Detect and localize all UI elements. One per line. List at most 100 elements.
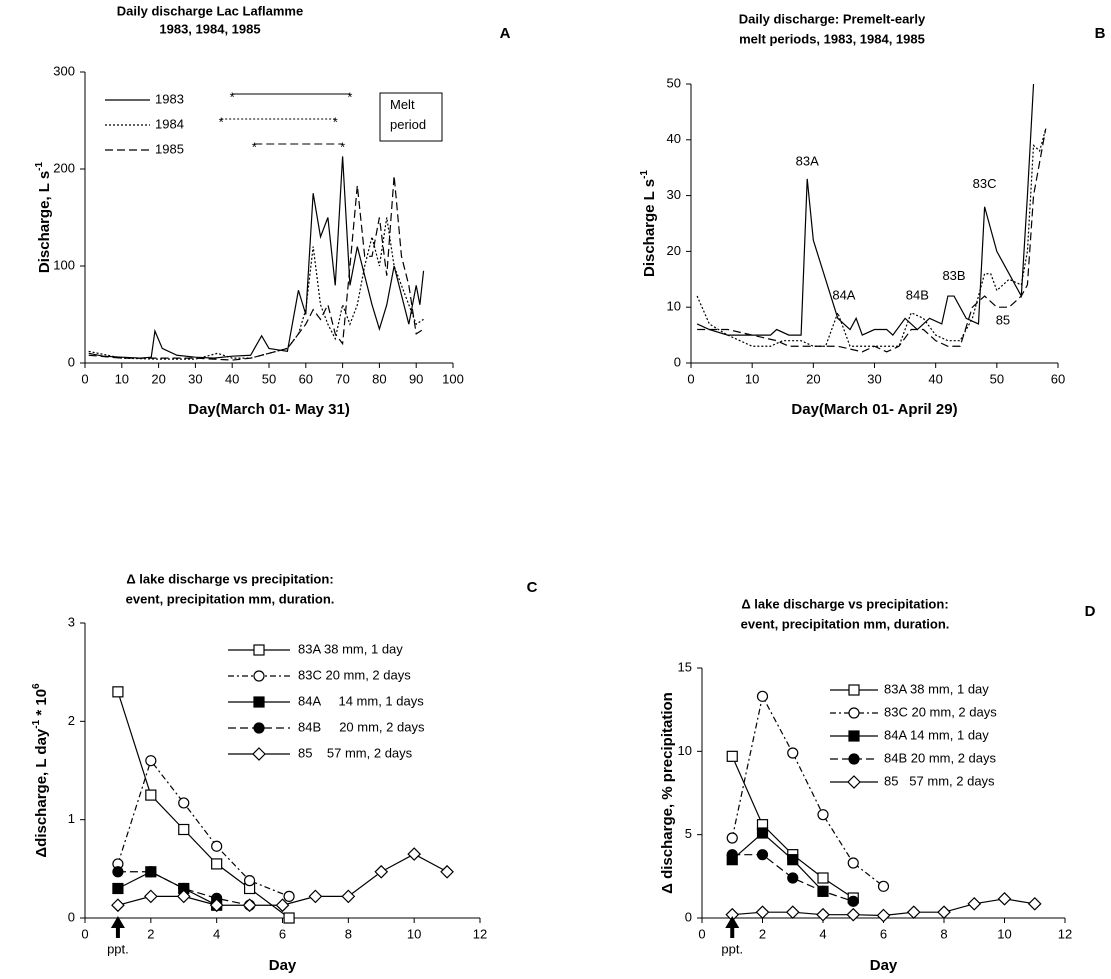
marker [145, 755, 157, 767]
marker [253, 670, 265, 682]
chart-title: Daily discharge Lac Laflamme [117, 3, 303, 18]
y-tick-label: 5 [685, 826, 692, 841]
legend-label: 85 57 mm, 2 days [884, 773, 995, 788]
superscript: -1 [31, 719, 42, 728]
series-line [88, 156, 425, 359]
marker [253, 696, 265, 708]
legend-label: 1984 [155, 116, 184, 131]
chart-title: 1983, 1984, 1985 [159, 21, 260, 36]
panel-label: C [527, 579, 538, 596]
legend-label: 84A 14 mm, 1 day [884, 727, 989, 742]
series-line [117, 691, 290, 919]
marker [253, 644, 265, 656]
x-tick-label: 0 [81, 926, 88, 941]
marker [341, 889, 356, 904]
series-line [117, 871, 217, 906]
x-tick-label: 8 [940, 926, 947, 941]
chart-title: Daily discharge: Premelt-early [739, 11, 926, 26]
annotation: 84A [832, 287, 855, 302]
y-axis-label: Discharge, L s-1 [34, 161, 53, 273]
marker [440, 864, 454, 879]
marker [211, 840, 223, 852]
x-tick-label: 10 [407, 926, 421, 941]
marker [816, 907, 830, 922]
melt-period-end: * [340, 139, 345, 154]
chart-title: Δ lake discharge vs precipitation: [741, 596, 948, 611]
legend-label: 83A 38 mm, 1 day [298, 641, 403, 656]
y-tick-label: 10 [667, 299, 681, 314]
marker [755, 905, 770, 920]
melt-period-end: * [333, 114, 338, 129]
y-axis-label: Discharge L s-1 [639, 170, 658, 277]
superscript: -1 [34, 161, 45, 170]
y-tick-label: 1 [68, 811, 75, 826]
marker [817, 809, 829, 821]
marker [997, 891, 1012, 906]
y-axis-label: Δdischarge, L day-1 * 106 [31, 683, 50, 858]
x-tick-label: 0 [687, 371, 694, 386]
y-axis-label-part: Discharge, L s [36, 171, 53, 273]
series-line [732, 854, 854, 902]
annotation: 83B [942, 268, 965, 283]
marker [283, 890, 295, 902]
marker [847, 895, 859, 907]
x-tick-label: 100 [442, 371, 464, 386]
melt-period-end: * [230, 89, 235, 104]
x-tick-label: 20 [151, 371, 165, 386]
melt-period-end: * [347, 89, 352, 104]
marker [374, 864, 389, 879]
y-tick-label: 3 [68, 614, 75, 629]
x-axis-label: Day(March 01- May 31) [188, 401, 350, 418]
marker [846, 907, 861, 922]
annotation: 83A [796, 154, 819, 169]
legend-label: 84B 20 mm, 2 days [298, 719, 425, 734]
y-tick-label: 20 [667, 243, 681, 258]
x-tick-label: 70 [335, 371, 349, 386]
x-tick-label: 20 [806, 371, 820, 386]
series-line [731, 694, 884, 887]
marker [178, 797, 190, 809]
panel-label: B [1095, 25, 1106, 42]
marker [112, 686, 124, 698]
marker [756, 690, 769, 702]
legend-label: 84B 20 mm, 2 days [884, 750, 996, 765]
y-axis-label-part: Discharge L s [641, 179, 658, 277]
y-tick-label: 0 [68, 909, 75, 924]
marker [407, 847, 422, 861]
y-axis-label: Δ discharge, % precipitation [659, 692, 676, 894]
marker [242, 898, 257, 913]
y-tick-label: 200 [53, 160, 75, 175]
marker [253, 722, 265, 734]
marker [1027, 896, 1042, 911]
marker [848, 753, 860, 765]
x-tick-label: 60 [299, 371, 313, 386]
note-line: period [390, 117, 426, 132]
marker [726, 849, 738, 861]
y-tick-label: 100 [53, 257, 75, 272]
x-tick-label: 50 [990, 371, 1004, 386]
marker [787, 854, 799, 866]
legend-label: 85 57 mm, 2 days [298, 745, 413, 760]
x-tick-label: 8 [345, 926, 352, 941]
x-tick-label: 2 [147, 926, 154, 941]
marker [817, 872, 829, 884]
y-axis-label-part: Δdischarge, L day [33, 728, 50, 858]
legend-label: 1983 [155, 91, 184, 106]
x-tick-label: 12 [1058, 926, 1072, 941]
legend-label: 83A 38 mm, 1 day [884, 681, 989, 696]
marker [876, 908, 891, 923]
x-tick-label: 80 [372, 371, 386, 386]
marker [756, 849, 769, 861]
marker [726, 750, 738, 762]
chart-title: melt periods, 1983, 1984, 1985 [739, 31, 925, 46]
x-tick-label: 10 [997, 926, 1011, 941]
marker [145, 866, 157, 878]
marker [308, 889, 323, 904]
series-line [731, 832, 824, 892]
y-tick-label: 10 [678, 743, 692, 758]
x-axis-label-part: Day(March 01- May 31) [188, 401, 350, 418]
x-tick-label: 4 [213, 926, 220, 941]
marker [112, 866, 124, 878]
melt-period-end: * [219, 114, 224, 129]
marker [848, 684, 860, 696]
